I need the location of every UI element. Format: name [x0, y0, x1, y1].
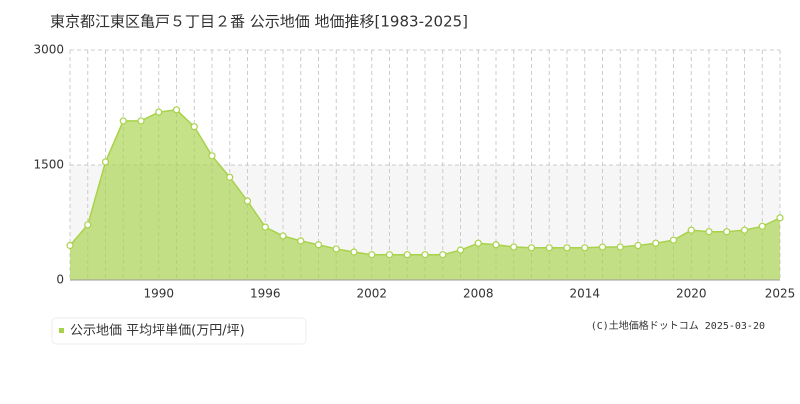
point [527, 244, 536, 252]
point [545, 244, 553, 252]
x-tick-label: 2014 [569, 287, 600, 301]
point [368, 251, 376, 259]
chart-title: 東京都江東区亀戸５丁目２番 公示地価 地価推移[1983-2025] [50, 13, 468, 31]
point [332, 245, 340, 253]
area [70, 109, 780, 280]
point [581, 244, 589, 252]
legend-label: 公示地価 平均坪単価(万円/坪) [70, 323, 245, 339]
point [243, 197, 252, 205]
x-tick-label: 2002 [356, 287, 387, 301]
y-tick-label: 0 [56, 273, 64, 287]
point [687, 226, 695, 234]
point [456, 246, 465, 254]
point [492, 241, 500, 249]
point [652, 239, 660, 247]
point [563, 244, 571, 252]
point [101, 158, 110, 166]
y-tick-label: 3000 [33, 43, 64, 57]
point [439, 251, 447, 259]
point [616, 243, 624, 251]
x-tick-label: 1996 [250, 287, 281, 301]
legend-swatch [59, 328, 64, 333]
point [261, 223, 269, 231]
y-tick-label: 1500 [33, 158, 64, 172]
point [172, 106, 181, 114]
point [474, 239, 482, 247]
point [723, 228, 731, 236]
point [350, 248, 358, 256]
point [66, 241, 74, 250]
x-tick-label: 2020 [676, 287, 707, 301]
point [119, 117, 127, 125]
point [403, 251, 411, 259]
point [634, 241, 642, 250]
point [208, 152, 216, 160]
point [758, 222, 766, 230]
point [740, 226, 749, 234]
point [669, 236, 678, 244]
point [84, 221, 92, 229]
x-tick-label: 1990 [143, 287, 174, 301]
legend-box [51, 317, 307, 345]
point [705, 228, 713, 236]
point [421, 251, 429, 259]
point [137, 117, 145, 125]
point [776, 214, 784, 222]
point [297, 237, 305, 245]
credit: (C)土地価格ドットコム 2025-03-20 [591, 319, 765, 332]
point [314, 241, 323, 249]
point [155, 108, 163, 116]
x-tick-label: 2025 [765, 287, 796, 301]
point [190, 123, 198, 131]
point [510, 243, 518, 251]
point [226, 173, 234, 181]
point [279, 232, 287, 240]
point [598, 243, 607, 251]
x-tick-label: 2008 [463, 287, 494, 301]
point [385, 251, 394, 259]
